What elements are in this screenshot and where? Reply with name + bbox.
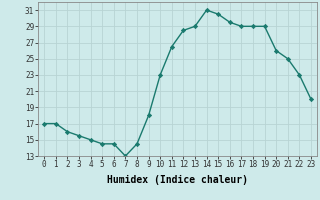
X-axis label: Humidex (Indice chaleur): Humidex (Indice chaleur) (107, 175, 248, 185)
